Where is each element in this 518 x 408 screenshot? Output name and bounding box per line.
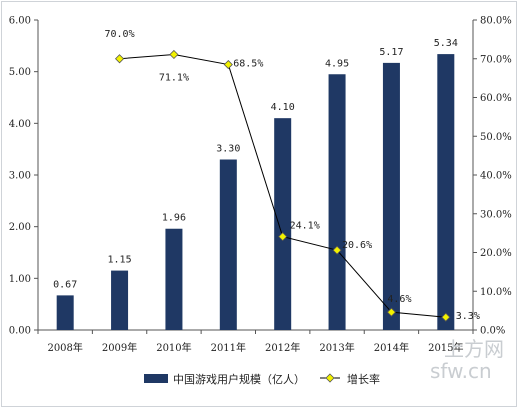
- right-tick-label: 0.0%: [480, 326, 505, 337]
- line-point: [332, 245, 342, 255]
- line-value-label: 71.1%: [159, 72, 189, 83]
- watermark: 上方网 sfw.cn: [430, 337, 504, 383]
- x-tick-label: 2014年: [374, 341, 409, 354]
- legend: 中国游戏用户规模（亿人） 增长率: [144, 372, 380, 386]
- left-tick-label: 1.00: [9, 274, 31, 285]
- line-value-label: 4.6%: [387, 294, 411, 305]
- right-tick-label: 40.0%: [480, 171, 512, 182]
- line-value-label: 70.0%: [105, 29, 135, 40]
- bar: [56, 295, 74, 330]
- data-labels: 0.67 1.15 1.96 3.30 4.10 4.95 5.17 5.34 70.0% 71.…: [53, 29, 480, 322]
- bar: [219, 159, 237, 330]
- bar-value-label: 5.17: [379, 47, 403, 58]
- line-value-label: 68.5%: [233, 59, 263, 70]
- line-value-label: 3.3%: [456, 311, 480, 322]
- bar-value-label: 4.10: [271, 102, 295, 113]
- left-tick-label: 5.00: [9, 67, 31, 78]
- left-tick-label: 6.00: [9, 16, 31, 27]
- left-tick-label: 3.00: [9, 171, 31, 182]
- x-tick-label: 2010年: [156, 341, 191, 354]
- bar-value-label: 1.15: [108, 255, 132, 266]
- line-point: [114, 54, 125, 64]
- bar-value-label: 4.95: [325, 58, 349, 69]
- left-tick-label: 0.00: [9, 326, 31, 337]
- right-tick-label: 30.0%: [480, 209, 512, 220]
- bar-value-label: 3.30: [216, 144, 240, 155]
- bar-value-label: 1.96: [162, 213, 186, 224]
- bar: [111, 270, 129, 330]
- x-tick-label: 2013年: [319, 341, 354, 354]
- line-point: [169, 49, 179, 60]
- right-tick-label: 20.0%: [480, 248, 512, 259]
- bar: [437, 54, 455, 330]
- line-value-label: 20.6%: [342, 240, 372, 251]
- line-point: [386, 307, 397, 317]
- line-point: [223, 59, 233, 70]
- x-tick-label: 2015年: [428, 341, 463, 354]
- x-tick-label: 2011年: [211, 341, 246, 354]
- bar: [382, 62, 400, 331]
- watermark-line2: sfw.cn: [430, 359, 492, 383]
- bar: [328, 74, 346, 330]
- right-tick-label: 70.0%: [480, 54, 512, 65]
- watermark-line1: 上方网: [444, 337, 504, 361]
- legend-line-label: 增长率: [347, 372, 380, 386]
- left-tick-label: 4.00: [9, 119, 31, 130]
- legend-bar-swatch: [144, 374, 168, 383]
- x-tick-label: 2009年: [102, 341, 137, 354]
- legend-bar-label: 中国游戏用户规模（亿人）: [173, 372, 305, 386]
- bar-value-label: 5.34: [434, 38, 458, 49]
- axes: 0.00 1.00 2.00 3.00 4.00 5.00 6.00 0.0% 10.0% 20.…: [9, 16, 512, 355]
- line-value-label: 24.1%: [290, 221, 320, 232]
- x-tick-label: 2008年: [47, 341, 82, 354]
- line-point: [278, 232, 288, 242]
- legend-line-marker: [325, 373, 335, 383]
- bar: [274, 118, 292, 331]
- right-tick-label: 50.0%: [480, 132, 512, 143]
- line-series: [114, 49, 451, 322]
- bar-series: [56, 54, 455, 331]
- right-tick-label: 60.0%: [480, 93, 512, 104]
- right-tick-label: 80.0%: [480, 16, 512, 27]
- bar-value-label: 0.67: [53, 279, 77, 290]
- bar: [165, 228, 183, 330]
- line-point: [441, 312, 451, 322]
- right-tick-label: 10.0%: [480, 287, 512, 298]
- x-tick-label: 2012年: [265, 341, 300, 354]
- left-tick-label: 2.00: [9, 222, 31, 233]
